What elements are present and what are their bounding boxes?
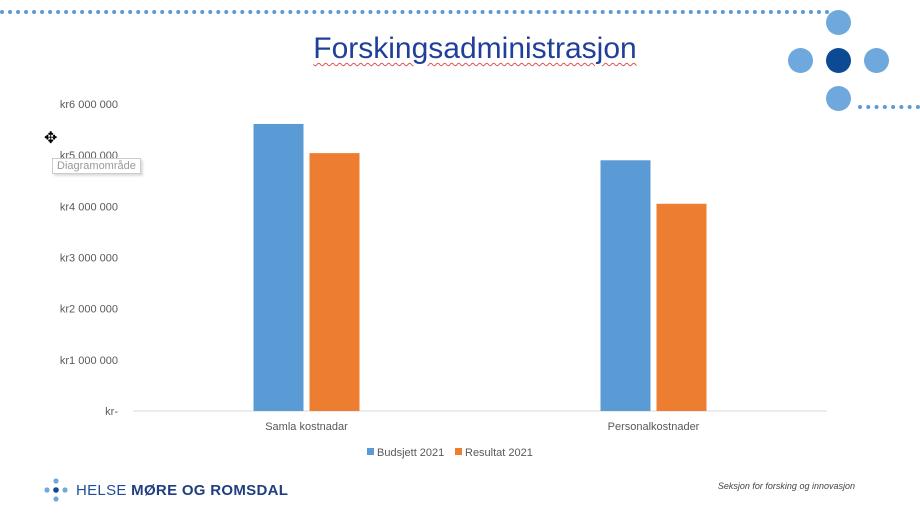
legend-label: Budsjett 2021 [377, 447, 444, 459]
y-tick-label: kr2 000 000 [60, 304, 118, 316]
y-tick-label: kr4 000 000 [60, 201, 118, 213]
tooltip: Diagramområde [52, 158, 141, 174]
y-tick-label: kr3 000 000 [60, 253, 118, 265]
y-tick-label: kr6 000 000 [60, 99, 118, 111]
footer-text: Seksjon for forsking og innovasjon [717, 481, 855, 491]
x-tick-label: Personalkostnader [608, 421, 700, 433]
bar-budsjett-2021[interactable] [253, 123, 304, 411]
legend-label: Resultat 2021 [465, 447, 533, 459]
x-tick-label: Samla kostnadar [265, 421, 348, 433]
logo-text: HELSE MØRE OG ROMSDAL [76, 481, 289, 499]
bar-budsjett-2021[interactable] [600, 160, 651, 411]
logo: HELSE MØRE OG ROMSDAL [44, 478, 288, 502]
slide-title: Forskingsadministrasjon [313, 32, 637, 65]
y-tick-label: kr- [105, 406, 118, 418]
decorative-dotted-line [0, 10, 830, 14]
move-cursor-icon: ✥ [44, 130, 58, 147]
decorative-circle [826, 86, 851, 111]
decorative-circle [826, 48, 851, 73]
legend-swatch [367, 448, 374, 455]
decorative-circle [788, 48, 813, 73]
decorative-dotted-line [858, 105, 920, 109]
decorative-circle [826, 10, 851, 35]
decorative-circle [864, 48, 889, 73]
logo-cross-icon [44, 478, 68, 502]
bar-resultat-2021[interactable] [309, 153, 360, 411]
legend-swatch [455, 448, 462, 455]
bar-resultat-2021[interactable] [656, 203, 707, 411]
y-tick-label: kr1 000 000 [60, 355, 118, 367]
